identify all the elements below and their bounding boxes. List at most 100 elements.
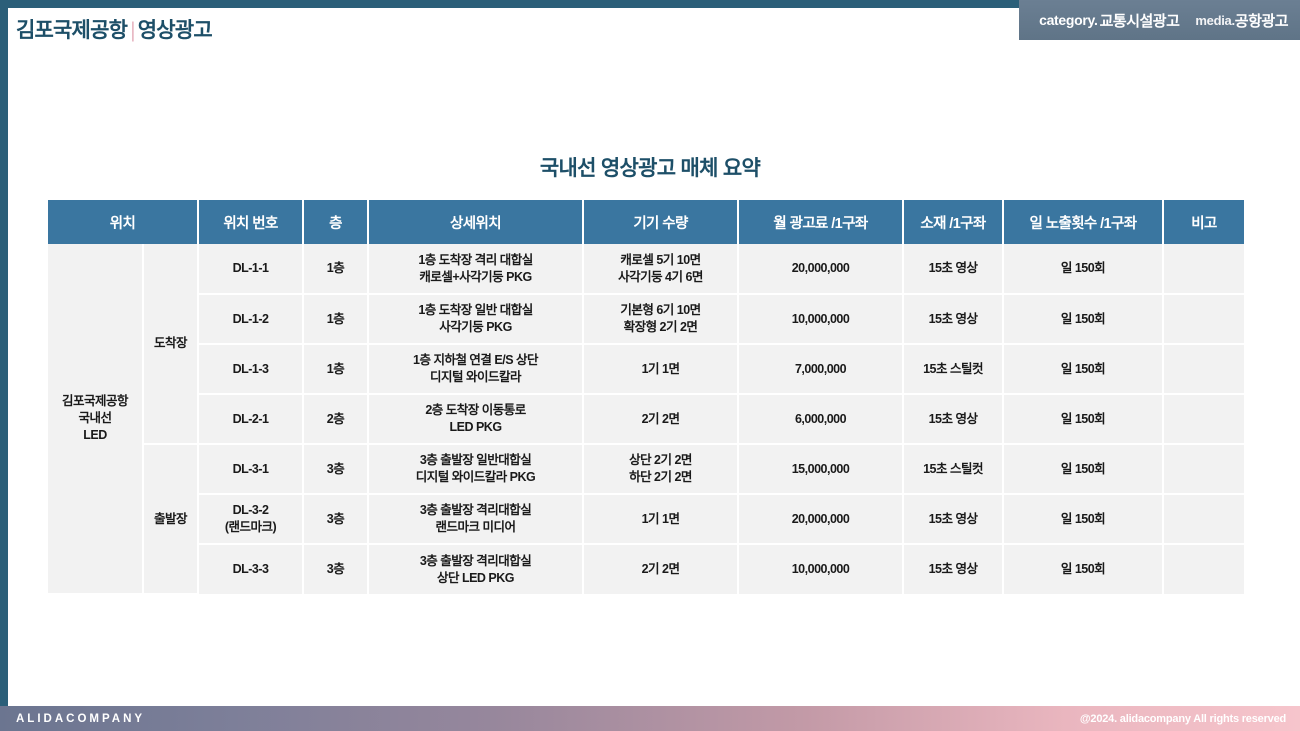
col-header-floor: 층: [303, 200, 370, 244]
cell-floor: 3층: [303, 494, 370, 545]
cell-location-code: DL-2-1: [198, 394, 305, 445]
page-title: 김포국제공항 | 영상광고: [16, 14, 213, 44]
cell-location-code-line: DL-1-2: [232, 311, 269, 326]
cell-location-code-line: DL-2-1: [232, 411, 269, 426]
cell-material: 15초 스틸컷: [903, 444, 1005, 495]
col-header-location-code: 위치 번호: [198, 200, 305, 244]
cell-material: 15초 영상: [903, 394, 1005, 445]
cell-monthly-fee-line: 20,000,000: [791, 261, 850, 276]
cell-note: [1163, 294, 1245, 345]
cell-location-code-line: DL-3-2: [232, 503, 269, 518]
cell-floor: 3층: [303, 544, 370, 594]
table-row: DL-3-3 3층 3층 출발장 격리대합실 상단 LED PKG 2기 2면 10,00…: [48, 544, 1245, 594]
media-table-wrapper: 위치 위치 번호 층 상세위치 기기 수량 월 광고료 /1구좌 소재 /1구좌…: [48, 200, 1245, 595]
media-summary-table: 위치 위치 번호 층 상세위치 기기 수량 월 광고료 /1구좌 소재 /1구좌…: [48, 200, 1245, 595]
cell-daily-exposure-line: 일 150회: [1060, 562, 1106, 577]
cell-location-code-line: DL-1-1: [232, 261, 269, 276]
category-label: category.: [1039, 12, 1098, 28]
cell-device-qty-line: 확장형 2기 2면: [623, 320, 698, 334]
cell-daily-exposure: 일 150회: [1003, 444, 1165, 495]
cell-daily-exposure: 일 150회: [1003, 494, 1165, 545]
cell-material-line: 15초 영상: [928, 511, 978, 526]
cell-location-code: DL-3-2 (랜드마크): [198, 494, 305, 545]
media-label: media.: [1195, 12, 1235, 28]
cell-device-qty-line: 기본형 6기 10면: [620, 303, 701, 318]
cell-device-qty-line: 2기 2면: [641, 411, 680, 426]
cell-material-line: 15초 영상: [928, 411, 978, 426]
cell-location-code: DL-1-1: [198, 244, 305, 295]
cell-daily-exposure-line: 일 150회: [1060, 461, 1106, 476]
cell-location-group: 도착장: [143, 244, 200, 445]
cell-detail-location: 3층 출발장 일반대합실 디지털 와이드칼라 PKG: [368, 444, 585, 495]
cell-monthly-fee: 7,000,000: [738, 344, 905, 395]
cell-daily-exposure: 일 150회: [1003, 544, 1165, 594]
company-brand: ALIDACOMPANY: [16, 712, 146, 725]
cell-monthly-fee: 20,000,000: [738, 494, 905, 545]
col-header-detail-location: 상세위치: [368, 200, 585, 244]
cell-material: 15초 영상: [903, 294, 1005, 345]
cell-location-code: DL-1-2: [198, 294, 305, 345]
cell-detail-location: 1층 지하철 연결 E/S 상단 디지털 와이드칼라: [368, 344, 585, 395]
cell-location-main-line: 국내선: [78, 411, 112, 426]
cell-location-code-line: DL-3-1: [232, 461, 269, 476]
cell-device-qty-line: 1기 1면: [641, 361, 680, 376]
cell-detail-location: 1층 도착장 일반 대합실 사각기둥 PKG: [368, 294, 585, 345]
cell-floor-line: 3층: [326, 562, 345, 577]
page-title-main: 김포국제공항: [16, 19, 128, 42]
cell-location-code: DL-1-3: [198, 344, 305, 395]
table-row: DL-1-3 1층 1층 지하철 연결 E/S 상단 디지털 와이드칼라 1기 1면 7,…: [48, 344, 1245, 395]
cell-monthly-fee: 20,000,000: [738, 244, 905, 295]
cell-material-line: 15초 스틸컷: [923, 461, 983, 476]
cell-floor-line: 1층: [326, 311, 345, 326]
col-header-monthly-fee: 월 광고료 /1구좌: [738, 200, 905, 244]
cell-location-main-line: LED: [83, 427, 107, 442]
cell-material-line: 15초 스틸컷: [923, 361, 983, 376]
table-head: 위치 위치 번호 층 상세위치 기기 수량 월 광고료 /1구좌 소재 /1구좌…: [48, 200, 1245, 244]
cell-detail-location-line: 3층 출발장 격리대합실: [419, 553, 532, 568]
cell-floor-line: 1층: [326, 261, 345, 276]
cell-detail-location-line: 2층 도착장 이동통로: [425, 403, 526, 418]
slide-footer: ALIDACOMPANY @2024. alidacompany All rig…: [0, 706, 1300, 731]
cell-device-qty-line: 2기 2면: [641, 562, 680, 577]
cell-floor: 1층: [303, 344, 370, 395]
table-title: 국내선 영상광고 매체 요약: [539, 157, 761, 180]
cell-floor-line: 3층: [326, 461, 345, 476]
copyright-text: @2024. alidacompany All rights reserved: [1079, 712, 1286, 725]
table-row: DL-3-2 (랜드마크) 3층 3층 출발장 격리대합실 랜드마크 미디어 1기 1면 2…: [48, 494, 1245, 545]
cell-detail-location: 3층 출발장 격리대합실 상단 LED PKG: [368, 544, 585, 594]
cell-detail-location-line: 사각기둥 PKG: [439, 320, 512, 334]
cell-material: 15초 영상: [903, 244, 1005, 295]
cell-device-qty: 2기 2면: [583, 394, 740, 445]
cell-daily-exposure-line: 일 150회: [1060, 361, 1106, 376]
cell-detail-location-line: LED PKG: [449, 420, 502, 434]
table-body: 김포국제공항 국내선 LED 도착장 DL-1-1 1층 1층 도착장 격리 대합실 캐로셀+…: [48, 244, 1245, 595]
page-title-divider: |: [130, 19, 135, 42]
cell-monthly-fee: 6,000,000: [738, 394, 905, 445]
col-header-location: 위치: [48, 200, 200, 244]
cell-device-qty: 상단 2기 2면 하단 2기 2면: [583, 444, 740, 495]
cell-daily-exposure-line: 일 150회: [1060, 411, 1106, 426]
col-header-material: 소재 /1구좌: [903, 200, 1005, 244]
cell-location-code: DL-3-1: [198, 444, 305, 495]
col-header-daily-exposure: 일 노출횟수 /1구좌: [1003, 200, 1165, 244]
cell-note: [1163, 394, 1245, 445]
cell-detail-location-line: 3층 출발장 격리대합실: [419, 503, 532, 518]
cell-monthly-fee-line: 7,000,000: [794, 361, 847, 376]
cell-note: [1163, 494, 1245, 545]
slide-header: 김포국제공항 | 영상광고 category. 교통시설광고 media. 공항광고: [8, 0, 1300, 48]
cell-device-qty-line: 하단 2기 2면: [629, 470, 692, 484]
category-badge: category. 교통시설광고 media. 공항광고: [1019, 0, 1300, 40]
table-header-row: 위치 위치 번호 층 상세위치 기기 수량 월 광고료 /1구좌 소재 /1구좌…: [48, 200, 1245, 244]
table-row: DL-2-1 2층 2층 도착장 이동통로 LED PKG 2기 2면 6,000,000…: [48, 394, 1245, 445]
cell-detail-location-line: 3층 출발장 일반대합실: [419, 453, 532, 468]
cell-detail-location: 3층 출발장 격리대합실 랜드마크 미디어: [368, 494, 585, 545]
cell-location-main: 김포국제공항 국내선 LED: [48, 244, 144, 595]
cell-detail-location: 1층 도착장 격리 대합실 캐로셀+사각기둥 PKG: [368, 244, 585, 295]
cell-device-qty-line: 사각기둥 4기 6면: [618, 269, 703, 284]
cell-floor: 3층: [303, 444, 370, 495]
cell-note: [1163, 344, 1245, 395]
category-value: 교통시설광고: [1099, 12, 1180, 30]
cell-daily-exposure-line: 일 150회: [1060, 511, 1106, 526]
media-value: 공항광고: [1234, 12, 1289, 30]
